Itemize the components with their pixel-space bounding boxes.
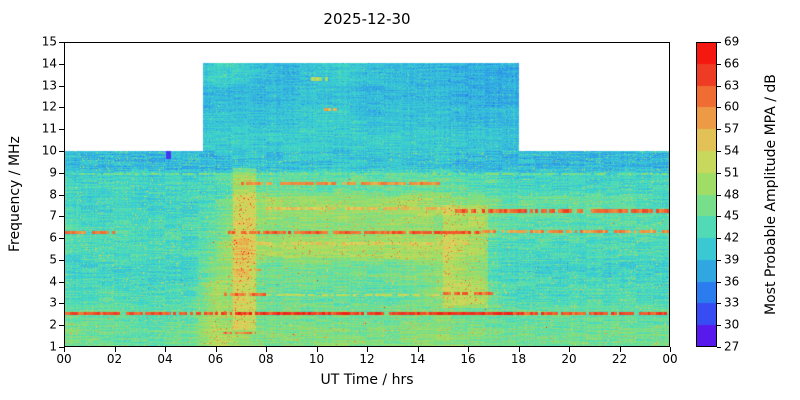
colorbar-tick-mark xyxy=(717,324,721,326)
x-tick-mark xyxy=(265,347,267,352)
colorbar-tick-mark xyxy=(717,237,721,239)
y-tick-mark xyxy=(59,346,64,348)
colorbar-label: Most Probable Amplitude MPA / dB xyxy=(763,74,779,315)
y-tick-mark xyxy=(59,324,64,326)
colorbar-tick-label: 33 xyxy=(724,295,740,310)
colorbar-tick-mark xyxy=(717,346,721,348)
colorbar-tick-label: 60 xyxy=(724,99,740,114)
x-tick-label: 10 xyxy=(308,352,325,366)
x-tick-label: 14 xyxy=(409,352,426,366)
x-tick-label: 06 xyxy=(207,352,224,366)
colorbar-tick-mark xyxy=(717,194,721,196)
y-tick-label: 13 xyxy=(41,78,57,93)
colorbar-tick-label: 54 xyxy=(724,143,740,158)
colorbar-tick-mark xyxy=(717,63,721,65)
y-tick-mark xyxy=(59,128,64,130)
y-tick-label: 15 xyxy=(41,34,57,49)
colorbar-tick-label: 51 xyxy=(724,165,740,180)
colorbar-tick-label: 63 xyxy=(724,78,740,93)
x-tick-label: 00 xyxy=(56,352,72,366)
colorbar-tick-mark xyxy=(717,215,721,217)
chart-title: 2025-12-30 xyxy=(323,10,411,28)
y-tick-label: 11 xyxy=(41,121,57,136)
y-tick-label: 10 xyxy=(41,143,57,158)
colorbar-tick-mark xyxy=(717,259,721,261)
colorbar-tick-mark xyxy=(717,281,721,283)
y-tick-label: 3 xyxy=(49,295,57,310)
x-tick-label: 02 xyxy=(106,352,123,366)
y-tick-mark xyxy=(59,215,64,217)
colorbar-tick-mark xyxy=(717,302,721,304)
colorbar-canvas xyxy=(696,42,717,347)
y-tick-label: 14 xyxy=(41,56,57,71)
x-tick-mark xyxy=(316,347,318,352)
colorbar-tick-mark xyxy=(717,41,721,43)
x-axis-label: UT Time / hrs xyxy=(320,372,414,388)
y-tick-mark xyxy=(59,259,64,261)
y-axis-label: Frequency / MHz xyxy=(7,136,23,253)
colorbar-tick-label: 42 xyxy=(724,230,740,245)
y-tick-label: 6 xyxy=(49,230,57,245)
colorbar-tick-label: 66 xyxy=(724,56,740,71)
x-tick-mark xyxy=(568,347,570,352)
x-tick-label: 16 xyxy=(460,352,476,366)
y-tick-mark xyxy=(59,237,64,239)
colorbar-tick-mark xyxy=(717,106,721,108)
x-tick-label: 04 xyxy=(157,352,173,366)
y-tick-label: 12 xyxy=(41,99,57,114)
x-tick-mark xyxy=(366,347,368,352)
y-tick-label: 2 xyxy=(49,317,57,332)
colorbar-tick-label: 45 xyxy=(724,208,740,223)
colorbar-tick-label: 36 xyxy=(724,274,740,289)
x-tick-label: 18 xyxy=(510,352,527,366)
y-tick-mark xyxy=(59,41,64,43)
x-tick-mark xyxy=(114,347,116,352)
colorbar-tick-label: 27 xyxy=(724,339,740,354)
x-tick-label: 12 xyxy=(359,352,375,366)
x-tick-label: 00 xyxy=(662,352,678,366)
colorbar-tick-mark xyxy=(717,150,721,152)
y-tick-label: 5 xyxy=(49,252,57,267)
colorbar-tick-label: 39 xyxy=(724,252,740,267)
y-tick-mark xyxy=(59,172,64,174)
colorbar-tick-label: 69 xyxy=(724,34,740,49)
x-tick-mark xyxy=(417,347,419,352)
y-tick-mark xyxy=(59,63,64,65)
y-tick-label: 9 xyxy=(49,165,57,180)
y-tick-label: 7 xyxy=(49,208,57,223)
x-tick-mark xyxy=(619,347,621,352)
x-tick-mark xyxy=(63,347,65,352)
y-tick-mark xyxy=(59,302,64,304)
x-tick-label: 20 xyxy=(561,352,577,366)
colorbar-tick-label: 48 xyxy=(724,187,740,201)
x-tick-mark xyxy=(164,347,166,352)
colorbar-tick-label: 30 xyxy=(724,317,740,332)
y-tick-mark xyxy=(59,194,64,196)
y-tick-mark xyxy=(59,150,64,152)
x-tick-mark xyxy=(518,347,520,352)
colorbar-tick-mark xyxy=(717,85,721,87)
x-tick-label: 08 xyxy=(258,352,274,366)
x-tick-mark xyxy=(467,347,469,352)
colorbar-tick-label: 57 xyxy=(724,121,740,136)
y-tick-mark xyxy=(59,85,64,87)
colorbar-tick-mark xyxy=(717,172,721,174)
y-tick-mark xyxy=(59,281,64,283)
x-tick-label: 22 xyxy=(611,352,628,366)
y-tick-label: 8 xyxy=(49,187,57,201)
y-tick-mark xyxy=(59,106,64,108)
y-tick-label: 4 xyxy=(49,274,57,289)
x-tick-mark xyxy=(669,347,671,352)
colorbar-tick-mark xyxy=(717,128,721,130)
spectrogram-canvas xyxy=(64,42,670,347)
y-tick-label: 1 xyxy=(49,339,57,354)
x-tick-mark xyxy=(215,347,217,352)
